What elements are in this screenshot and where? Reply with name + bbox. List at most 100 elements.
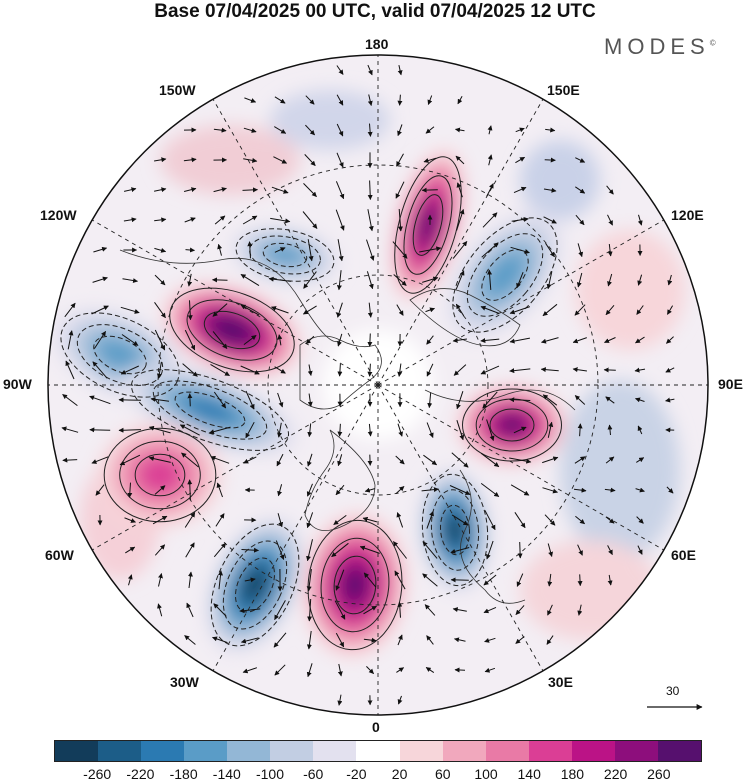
wind-arrow [245, 421, 255, 439]
wind-arrow [484, 637, 496, 643]
wind-arrow [277, 484, 283, 497]
coastline [119, 249, 341, 342]
anomaly-low-west-canada [97, 338, 143, 372]
colorbar-tick-label: 220 [603, 766, 628, 782]
wind-arrow [241, 547, 259, 553]
wind-arrow [486, 419, 495, 441]
wind-arrow [509, 457, 532, 464]
wind-arrow [64, 302, 76, 318]
wind-arrow [397, 634, 403, 646]
wind-arrow [572, 367, 587, 373]
wind-arrow [92, 276, 108, 283]
wind-arrow [543, 216, 557, 224]
lon-label-90w: 90W [3, 376, 32, 392]
wind-arrow [573, 487, 587, 493]
wind-arrow [454, 637, 466, 643]
wind-arrow [666, 336, 674, 344]
wind-arrow [335, 632, 345, 648]
wind-arrow [480, 305, 500, 314]
wind-arrow [452, 337, 467, 343]
wind-arrow [337, 333, 343, 347]
wind-arrow [331, 542, 349, 558]
wind-arrow [217, 243, 223, 256]
contour-low-east-siberia [466, 233, 544, 317]
contour-low-hudson [130, 369, 290, 451]
lon-label-180: 180 [365, 36, 389, 52]
wind-arrow [302, 211, 318, 229]
wind-arrow [395, 181, 405, 199]
wind-arrow [665, 397, 675, 403]
wind-arrow [274, 96, 286, 104]
wind-arrow [183, 157, 197, 163]
wind-arrow [306, 483, 313, 497]
contour-high-central-siberia [489, 408, 535, 442]
wind-arrow [509, 368, 531, 374]
wind-arrow [306, 539, 313, 562]
wind-arrow [452, 607, 467, 613]
weak-anomaly-patch [575, 230, 685, 350]
wind-arrow [210, 455, 230, 464]
wind-arrow [457, 95, 463, 105]
contour-high-east-us [134, 453, 186, 497]
wind-arrow [484, 510, 496, 531]
wind-arrow [337, 663, 343, 677]
wind-arrow [577, 423, 583, 437]
weak-anomaly-patch [270, 90, 390, 150]
wind-arrow [150, 396, 170, 402]
wind-arrow [607, 273, 613, 287]
coastline [304, 429, 376, 532]
wind-arrow [607, 545, 613, 556]
wind-arrow [271, 186, 289, 194]
wind-arrow [455, 127, 465, 133]
wind-arrow [636, 305, 644, 315]
wind-arrow [577, 243, 584, 258]
wind-arrow [337, 239, 344, 262]
wind-arrow [422, 573, 438, 587]
wind-arrow [604, 487, 616, 493]
lon-label-90e: 90E [718, 376, 743, 392]
wind-arrow [307, 423, 313, 438]
anomaly-high-central-siberia [500, 416, 524, 434]
wind-arrow [123, 187, 137, 193]
wind-arrow [306, 512, 314, 529]
wind-arrow [366, 239, 375, 261]
wind-arrow [426, 510, 434, 529]
wind-arrow [425, 666, 435, 674]
colorbar-swatch [485, 741, 529, 761]
coastline [299, 335, 382, 410]
wind-arrow [359, 545, 380, 554]
wind-arrow [337, 363, 343, 377]
colorbar-swatch [399, 741, 443, 761]
wind-arrow [426, 635, 434, 645]
wind-arrow [337, 423, 343, 437]
wind-arrow [393, 274, 407, 286]
colorbar [54, 740, 702, 762]
wind-arrow [666, 486, 674, 494]
wind-arrow [92, 361, 108, 379]
wind-arrow [605, 456, 615, 464]
wind-arrow [65, 360, 75, 380]
wind-arrow [397, 64, 403, 76]
anomaly-low-east-siberia [484, 252, 526, 298]
wind-arrow [575, 186, 586, 194]
wind-arrow [574, 304, 586, 316]
wind-arrow [336, 94, 344, 106]
wind-arrow [148, 456, 171, 463]
wind-arrow [451, 514, 469, 526]
wind-arrow [481, 242, 499, 258]
wind-arrow [423, 157, 437, 163]
wind-arrow [154, 217, 167, 223]
wind-arrow [213, 187, 227, 193]
wind-arrow [302, 305, 317, 315]
wind-arrow [277, 422, 282, 438]
contour-low-scandinavia [439, 504, 471, 556]
wind-arrow [212, 303, 228, 317]
wind-arrow [276, 453, 284, 467]
colorbar-swatch [528, 741, 572, 761]
meridian-line [212, 98, 379, 386]
wind-arrow [542, 487, 558, 494]
brand-mark: © [709, 38, 716, 48]
wind-arrow [546, 635, 554, 645]
wind-arrow [306, 569, 312, 592]
wind-arrow [546, 271, 553, 290]
